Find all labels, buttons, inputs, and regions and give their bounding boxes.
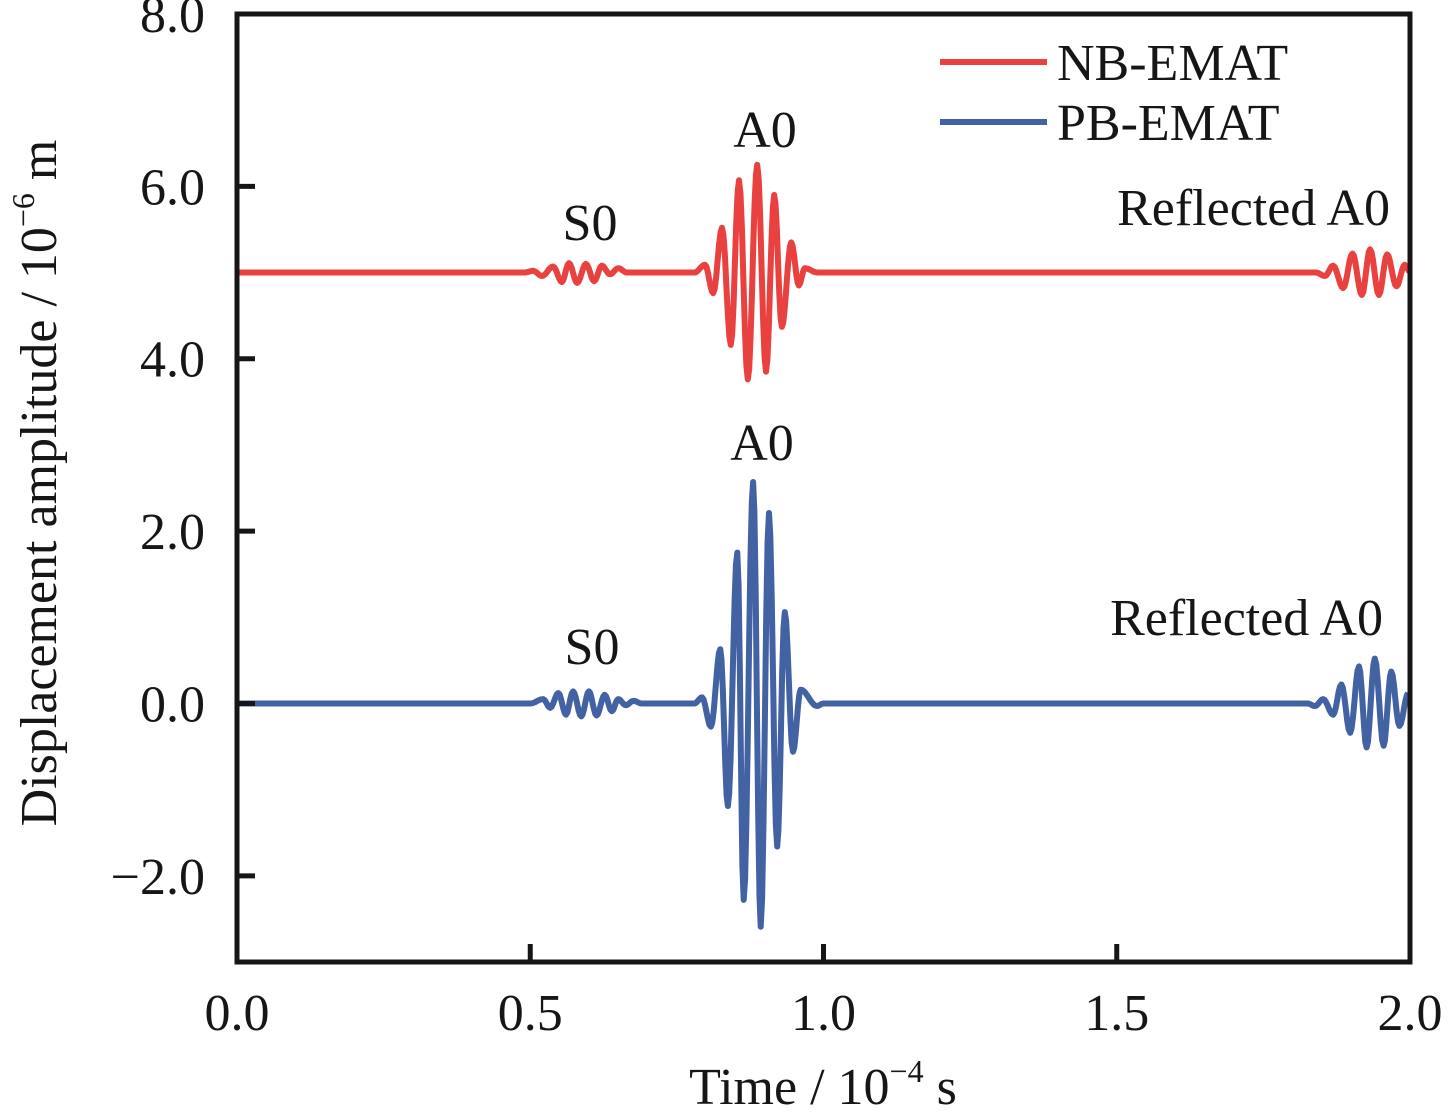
annotation-pb-reflected-a0: Reflected A0	[1110, 590, 1383, 647]
annotation-nb-s0: S0	[563, 195, 618, 252]
x-tick-label: 0.5	[498, 985, 563, 1042]
x-tick-label: 0.0	[205, 985, 270, 1042]
x-tick-label: 1.5	[1084, 985, 1149, 1042]
x-tick-label: 2.0	[1378, 985, 1443, 1042]
y-tick-label: 0.0	[140, 676, 205, 733]
y-tick-label: 2.0	[140, 504, 205, 561]
y-axis-title-main: Displacement amplitude / 10	[11, 227, 68, 826]
series-line-nb-emat	[235, 161, 1412, 383]
x-tick-label: 1.0	[791, 985, 856, 1042]
plot-frame	[234, 11, 1413, 965]
y-tick-label: 8.0	[140, 0, 205, 44]
x-axis-title-unit: s	[924, 1059, 957, 1112]
x-axis-title: Time / 10−4 s	[689, 1053, 957, 1112]
y-axis-title-unit: m	[11, 140, 68, 193]
annotation-nb-reflected-a0: Reflected A0	[1117, 180, 1390, 237]
tick-layer: 0.0 0.5 1.0 1.5 2.0 −2.0 0.0 2.0 4.0 6.0 8.0	[111, 0, 1443, 1042]
annotation-nb-a0: A0	[733, 102, 797, 159]
legend: NB-EMAT PB-EMAT	[940, 35, 1288, 152]
y-tick-label: −2.0	[111, 849, 205, 906]
legend-label-nb-emat: NB-EMAT	[1057, 35, 1288, 92]
annotation-pb-s0: S0	[565, 619, 620, 676]
legend-label-pb-emat: PB-EMAT	[1057, 95, 1279, 152]
y-axis-title: Displacement amplitude / 10−6 m	[5, 140, 68, 827]
y-axis-title-exponent: −6	[5, 193, 41, 227]
annotation-pb-a0: A0	[730, 415, 794, 472]
x-axis-title-exponent: −4	[890, 1053, 924, 1089]
x-axis-title-main: Time / 10	[689, 1059, 889, 1112]
series-line-pb-emat	[235, 479, 1411, 930]
y-tick-label: 6.0	[140, 159, 205, 216]
series-layer	[235, 161, 1412, 930]
y-tick-label: 4.0	[140, 332, 205, 389]
